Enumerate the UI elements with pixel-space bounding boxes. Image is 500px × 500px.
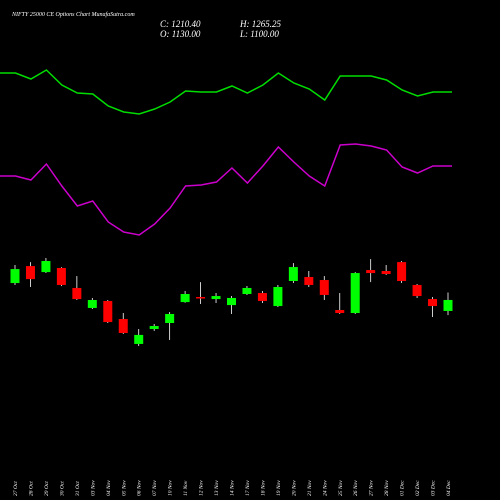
header-label: H: 1265.25	[239, 19, 281, 29]
x-tick-label: 30 Oct	[59, 481, 65, 497]
x-tick-label: 05 Nov	[121, 480, 127, 496]
candle-body	[288, 267, 298, 281]
candle-body	[319, 280, 329, 295]
x-tick-label: 13 Nov	[214, 480, 220, 496]
x-tick-label: 03 Dec	[431, 480, 437, 496]
x-tick-label: 06 Nov	[137, 480, 143, 496]
x-tick-label: 19 Nov	[276, 480, 282, 496]
x-tick-label: 27 Nov	[369, 480, 375, 496]
candle-body	[227, 297, 236, 306]
candle-body	[56, 267, 66, 285]
x-tick-label: 14 Nov	[229, 480, 236, 496]
candle-body	[149, 326, 159, 330]
candle-body	[134, 334, 144, 344]
x-tick-label: 12 Nov	[199, 480, 205, 496]
x-tick-label: 17 Nov	[245, 480, 251, 496]
x-tick-label: 04 Dec	[445, 480, 452, 496]
candle-body	[196, 297, 206, 299]
x-tick-label: 07 Nov	[152, 480, 158, 496]
candle-body	[180, 293, 190, 303]
candle-body	[428, 299, 438, 307]
candle-body	[103, 300, 113, 323]
x-tick-label: 03 Nov	[90, 480, 96, 496]
x-tick-label: 24 Nov	[321, 480, 328, 496]
candle-body	[304, 277, 314, 285]
candle-body	[335, 310, 345, 314]
candle-body	[366, 270, 376, 274]
header-label: L: 1100.00	[239, 29, 279, 39]
candle-body	[72, 287, 82, 300]
indicator-line	[0, 143, 452, 236]
x-tick-label: 26 Nov	[353, 480, 359, 496]
candle-body	[87, 300, 97, 308]
x-tick-label: 11 Nov	[183, 480, 189, 496]
candle-body	[25, 266, 35, 280]
x-tick-label: 21 Nov	[307, 480, 313, 496]
candle-body	[165, 313, 175, 324]
candle-body	[412, 284, 422, 297]
x-tick-label: 10 Nov	[168, 480, 174, 496]
x-tick-label: 29 Oct	[44, 481, 50, 496]
x-tick-label: 28 Nov	[384, 480, 390, 496]
indicator-line	[0, 69, 452, 115]
x-tick-label: 20 Nov	[291, 480, 297, 496]
x-tick-label: 31 Oct	[75, 481, 81, 497]
candle-body	[381, 271, 391, 275]
candle-body	[242, 287, 252, 294]
candle-body	[257, 293, 267, 301]
header-label: C: 1210.40	[160, 19, 201, 29]
x-tick-label: 02 Dec	[415, 480, 421, 496]
candle-body	[10, 269, 20, 284]
x-tick-label: 01 Dec	[400, 480, 406, 496]
candle-body	[211, 296, 221, 300]
candle-body	[118, 319, 128, 333]
x-tick-label: 25 Nov	[338, 480, 344, 496]
x-tick-label: 27 Oct	[13, 481, 19, 496]
chart-title: NIFTY 25000 CE Options Chart MunafaSutra…	[11, 11, 135, 18]
candle-body	[397, 262, 407, 281]
x-tick-label: 04 Nov	[105, 480, 112, 496]
x-tick-label: 18 Nov	[260, 480, 266, 496]
candle-body	[350, 273, 360, 314]
header-label: O: 1130.00	[160, 29, 201, 39]
candle-body	[443, 299, 453, 311]
x-tick-label: 28 Oct	[28, 481, 34, 496]
candle-body	[273, 287, 283, 307]
candle-body	[41, 261, 51, 273]
